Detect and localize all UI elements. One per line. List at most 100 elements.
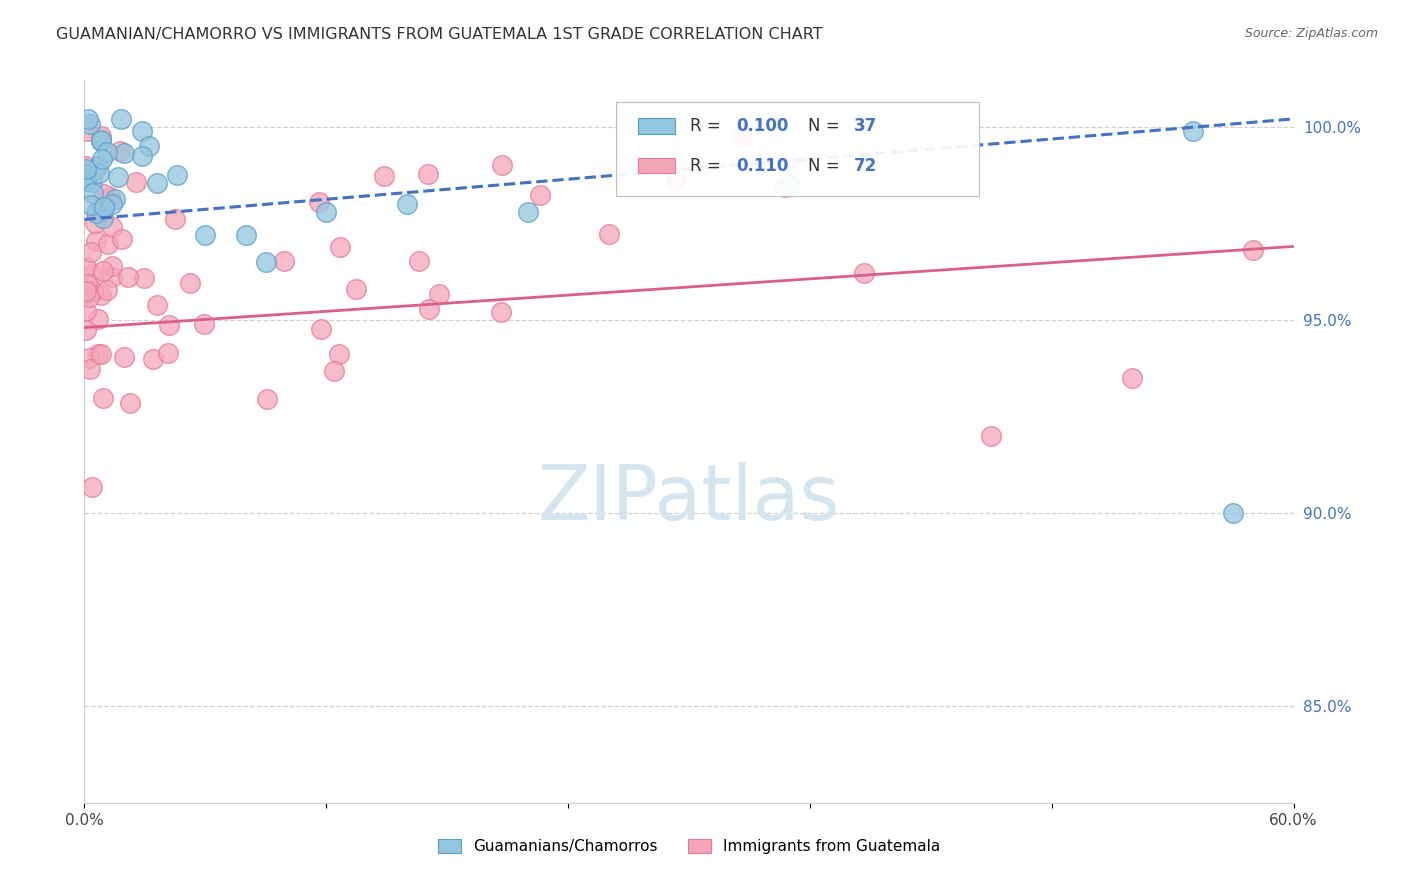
Point [980,429,1002,443]
Text: GUAMANIAN/CHAMORRO VS IMMIGRANTS FROM GUATEMALA 1ST GRADE CORRELATION CHART: GUAMANIAN/CHAMORRO VS IMMIGRANTS FROM GU… [56,27,823,42]
Text: N =: N = [808,117,845,135]
Point [90,347,112,361]
Point [82,480,104,494]
Text: 37: 37 [855,117,877,135]
Point [90,133,112,147]
Text: ZIPatlas: ZIPatlas [537,462,841,536]
Point [323,363,346,377]
Point [90,128,112,143]
Point [80,267,103,281]
Point [75,304,97,318]
Point [96,284,118,298]
Point [80,176,103,190]
Point [489,305,512,319]
Point [79,362,101,376]
Point [91,152,114,166]
Point [104,192,127,206]
Point [1121,371,1143,385]
Point [418,302,440,317]
Point [344,282,367,296]
Point [80,245,103,260]
Point [775,179,797,194]
Point [146,176,169,190]
Text: Source: ZipAtlas.com: Source: ZipAtlas.com [1244,27,1378,40]
Point [97,237,120,252]
Point [427,287,450,301]
Legend: Guamanians/Chamorros, Immigrants from Guatemala: Guamanians/Chamorros, Immigrants from Gu… [432,832,946,860]
Point [75,167,97,181]
Point [193,317,215,331]
Point [254,255,277,269]
Point [79,117,101,131]
Text: R =: R = [690,156,725,175]
Point [91,211,114,226]
Point [157,318,180,333]
Point [731,128,754,143]
Point [491,158,513,172]
Point [100,270,122,285]
Point [125,175,148,189]
Point [77,290,100,304]
Point [598,227,620,241]
Point [166,168,188,182]
Point [76,277,98,291]
Point [853,266,876,280]
Point [256,392,278,407]
Point [315,204,337,219]
Point [75,168,97,182]
Text: 72: 72 [855,156,877,175]
Point [91,391,114,405]
Point [75,174,97,188]
Point [194,227,217,242]
Point [328,347,350,361]
Point [1222,506,1244,520]
Point [311,322,333,336]
FancyBboxPatch shape [616,102,979,196]
Point [90,288,112,302]
Point [665,174,688,188]
Bar [638,118,675,134]
Point [90,134,112,148]
Text: R =: R = [690,117,725,135]
Point [98,190,121,204]
Point [83,162,105,177]
Point [75,159,97,173]
Text: 0.110: 0.110 [735,156,789,175]
Point [120,396,142,410]
Point [146,298,169,312]
Point [110,112,132,126]
Point [112,351,135,365]
Point [86,347,108,361]
Point [179,276,201,290]
Point [93,200,115,214]
Point [76,112,98,126]
Point [142,352,165,367]
Point [75,260,97,274]
Point [108,144,131,158]
Point [416,167,439,181]
Point [75,162,97,177]
Point [408,254,430,268]
Point [112,145,135,160]
Point [111,232,134,246]
Point [91,264,114,278]
Point [80,198,103,212]
Point [75,284,97,298]
Point [529,188,551,202]
Point [76,123,98,137]
Point [93,187,115,202]
Point [101,219,124,234]
Text: 0.100: 0.100 [735,117,789,135]
Point [96,145,118,160]
Point [273,254,295,268]
Bar [638,158,675,173]
Point [1241,244,1264,258]
Point [373,169,395,183]
Point [329,239,352,253]
Point [107,170,129,185]
Point [516,204,538,219]
Point [101,260,124,274]
Point [84,234,107,248]
Point [86,203,108,218]
Point [86,311,108,326]
